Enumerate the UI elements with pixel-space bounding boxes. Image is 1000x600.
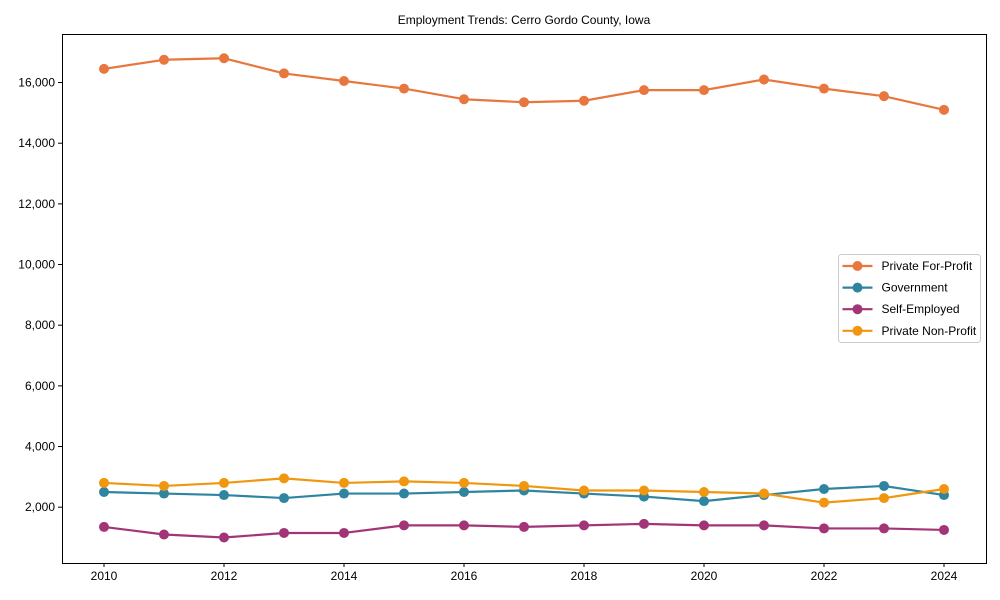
x-tick-label: 2020 <box>691 569 718 583</box>
data-point-self-employed-2011 <box>159 529 169 540</box>
data-point-private-for-profit-2013 <box>279 68 289 79</box>
data-point-self-employed-2014 <box>339 527 349 538</box>
data-point-private-for-profit-2015 <box>399 83 409 94</box>
data-point-self-employed-2024 <box>939 524 949 535</box>
data-point-private-for-profit-2012 <box>219 53 229 64</box>
data-point-private-for-profit-2024 <box>939 104 949 115</box>
data-point-private-non-profit-2021 <box>759 488 769 499</box>
legend-item-private-for-profit: Private For-Profit <box>842 259 973 273</box>
x-tick-label: 2014 <box>331 569 358 583</box>
data-point-private-non-profit-2016 <box>459 477 469 488</box>
series-private-non-profit <box>99 473 949 508</box>
data-point-private-for-profit-2021 <box>759 74 769 85</box>
data-point-self-employed-2018 <box>579 520 589 531</box>
y-tick-label: 6,000 <box>25 379 55 393</box>
data-point-private-for-profit-2010 <box>99 63 109 74</box>
data-point-private-non-profit-2018 <box>579 485 589 496</box>
data-point-self-employed-2021 <box>759 520 769 531</box>
legend-box <box>838 254 981 343</box>
data-point-self-employed-2010 <box>99 521 109 532</box>
y-tick-label: 14,000 <box>18 136 55 150</box>
data-point-government-2012 <box>219 490 229 501</box>
data-point-private-non-profit-2024 <box>939 483 949 494</box>
data-point-self-employed-2022 <box>819 523 829 534</box>
data-point-private-non-profit-2015 <box>399 476 409 487</box>
data-point-private-non-profit-2011 <box>159 480 169 491</box>
data-point-self-employed-2023 <box>879 523 889 534</box>
data-point-private-non-profit-2013 <box>279 473 289 484</box>
data-point-self-employed-2016 <box>459 520 469 531</box>
data-point-government-2014 <box>339 488 349 499</box>
data-point-private-for-profit-2022 <box>819 83 829 94</box>
y-tick-label: 12,000 <box>18 197 55 211</box>
x-tick-label: 2012 <box>211 569 238 583</box>
legend-item-self-employed: Self-Employed <box>842 302 960 316</box>
data-point-private-non-profit-2010 <box>99 477 109 488</box>
legend-marker-dot-self-employed <box>852 304 863 315</box>
data-point-private-for-profit-2023 <box>879 91 889 102</box>
chart-title: Employment Trends: Cerro Gordo County, I… <box>397 13 651 27</box>
data-point-private-non-profit-2017 <box>519 480 529 491</box>
data-point-private-non-profit-2020 <box>699 487 709 498</box>
data-point-private-for-profit-2019 <box>639 85 649 96</box>
data-point-self-employed-2015 <box>399 520 409 531</box>
data-point-private-for-profit-2011 <box>159 54 169 65</box>
data-point-government-2023 <box>879 480 889 491</box>
data-point-self-employed-2012 <box>219 532 229 543</box>
data-point-private-for-profit-2016 <box>459 94 469 105</box>
plot-border <box>62 34 987 564</box>
y-tick-label: 10,000 <box>18 258 55 272</box>
data-point-self-employed-2019 <box>639 518 649 529</box>
data-point-self-employed-2017 <box>519 521 529 532</box>
y-tick-label: 8,000 <box>25 318 55 332</box>
data-point-private-for-profit-2014 <box>339 76 349 87</box>
legend-item-private-non-profit: Private Non-Profit <box>842 324 977 338</box>
legend-marker-dot-government <box>852 282 863 293</box>
legend-marker-dot-private-for-profit <box>852 261 863 271</box>
data-point-private-non-profit-2014 <box>339 477 349 488</box>
legend-label-private-for-profit: Private For-Profit <box>882 259 973 273</box>
data-point-government-2011 <box>159 488 169 499</box>
data-point-private-non-profit-2012 <box>219 477 229 488</box>
data-point-self-employed-2013 <box>279 527 289 538</box>
legend: Private For-Profit Government Self-Employe… <box>838 254 981 343</box>
x-tick-label: 2022 <box>811 569 838 583</box>
data-point-government-2022 <box>819 483 829 494</box>
data-point-private-non-profit-2022 <box>819 497 829 508</box>
data-point-private-for-profit-2018 <box>579 95 589 106</box>
x-tick-label: 2018 <box>571 569 598 583</box>
legend-label-self-employed: Self-Employed <box>882 302 960 316</box>
y-tick-label: 2,000 <box>25 500 55 514</box>
legend-label-government: Government <box>882 281 949 295</box>
data-point-government-2013 <box>279 493 289 504</box>
y-tick-label: 16,000 <box>18 76 55 90</box>
data-point-private-for-profit-2020 <box>699 85 709 96</box>
legend-item-government: Government <box>842 281 949 295</box>
data-point-government-2016 <box>459 487 469 498</box>
data-point-government-2015 <box>399 488 409 499</box>
y-tick-label: 4,000 <box>25 440 55 454</box>
series-private-for-profit <box>99 53 949 115</box>
data-point-self-employed-2020 <box>699 520 709 531</box>
x-tick-label: 2024 <box>931 569 958 583</box>
legend-label-private-non-profit: Private Non-Profit <box>882 324 977 338</box>
data-point-private-for-profit-2017 <box>519 97 529 108</box>
series-self-employed <box>99 518 949 543</box>
data-point-private-non-profit-2019 <box>639 485 649 496</box>
x-tick-label: 2010 <box>91 569 118 583</box>
legend-marker-dot-private-non-profit <box>852 325 863 336</box>
x-tick-label: 2016 <box>451 569 478 583</box>
data-point-government-2010 <box>99 487 109 498</box>
data-point-government-2020 <box>699 496 709 507</box>
data-point-private-non-profit-2023 <box>879 493 889 504</box>
